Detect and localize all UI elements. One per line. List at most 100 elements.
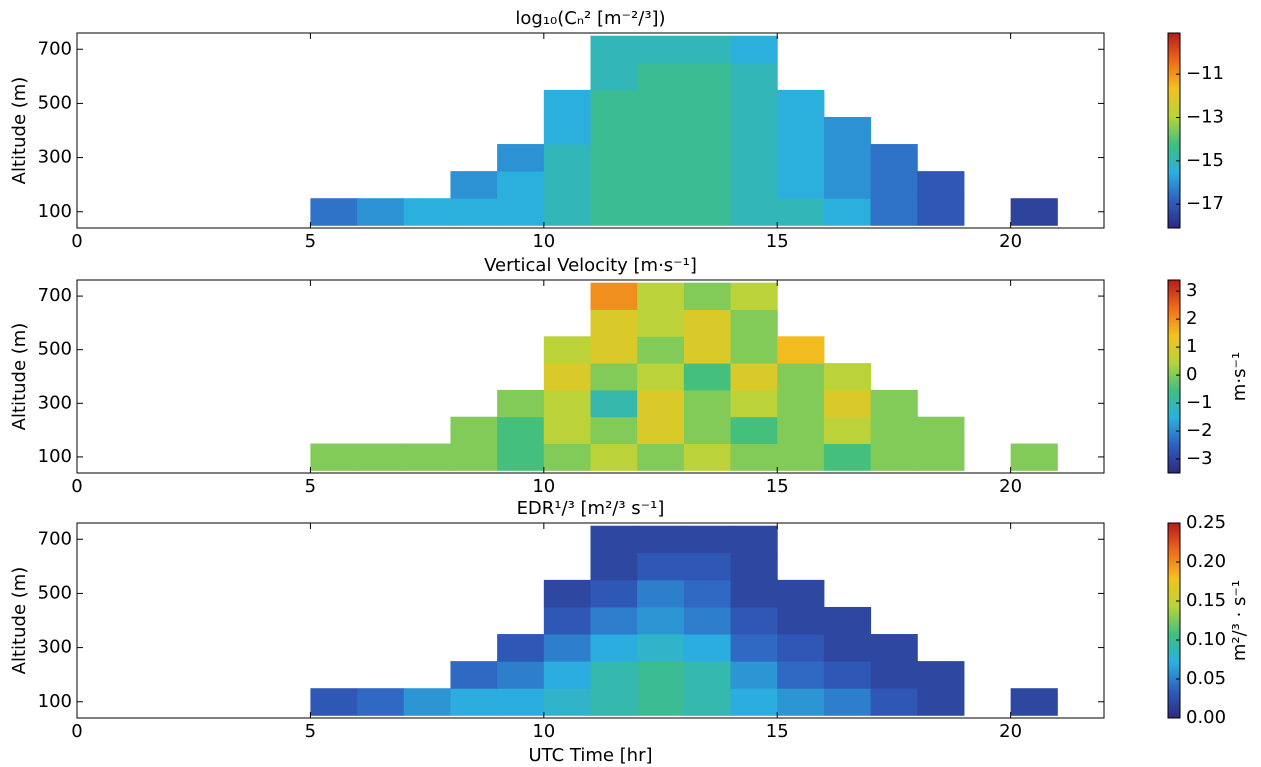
- heat-cell: [730, 416, 778, 445]
- chart-title: Vertical Velocity [m·s⁻¹]: [484, 255, 697, 276]
- colorbar-tick-label: −15: [1186, 150, 1224, 171]
- x-tick-label: 0: [71, 476, 82, 497]
- chart-title: log₁₀(Cₙ² [m⁻²/³]): [515, 8, 665, 29]
- heat-cell: [730, 579, 778, 608]
- heat-cell: [450, 661, 498, 689]
- heat-cell: [730, 309, 778, 337]
- heat-cell: [730, 363, 778, 391]
- heat-cell: [590, 661, 638, 689]
- heat-cell: [683, 443, 732, 471]
- axes-frame: [76, 32, 1105, 229]
- heat-cell: [917, 198, 965, 226]
- heat-cell: [497, 198, 545, 226]
- colorbar: [1167, 32, 1181, 229]
- heat-cell: [777, 606, 825, 635]
- plot-area: [310, 35, 1058, 226]
- heat-cell: [777, 661, 825, 689]
- heat-cell: [823, 634, 872, 662]
- heat-cell: [777, 688, 825, 716]
- heat-cell: [590, 634, 638, 662]
- colorbar-tick-label: 0.20: [1186, 551, 1226, 572]
- heat-cell: [917, 171, 965, 199]
- heat-cell: [637, 634, 685, 662]
- heat-cell: [683, 579, 732, 608]
- heat-cell: [917, 416, 965, 445]
- heat-cell: [543, 606, 591, 635]
- heat-cell: [357, 688, 405, 716]
- heat-cell: [823, 116, 872, 145]
- heat-cell: [403, 198, 451, 226]
- heat-cell: [497, 443, 545, 471]
- heat-cell: [917, 661, 965, 689]
- heat-cell: [777, 336, 825, 364]
- heat-cell: [590, 416, 638, 445]
- heat-cell: [590, 116, 638, 145]
- heat-cell: [1010, 688, 1058, 716]
- x-tick-label: 5: [305, 721, 316, 742]
- heat-cell: [870, 688, 918, 716]
- heat-cell: [683, 35, 732, 64]
- heat-cell: [357, 443, 405, 471]
- heat-cell: [1010, 198, 1058, 226]
- heat-cell: [730, 89, 778, 118]
- y-tick-label: 700: [38, 38, 72, 59]
- axes-frame: [76, 279, 1105, 474]
- plot-area: [310, 525, 1058, 716]
- heat-cell: [823, 389, 872, 418]
- heat-cell: [823, 198, 872, 226]
- x-tick-label: 20: [999, 231, 1022, 252]
- heat-cell: [823, 363, 872, 391]
- heat-cell: [357, 198, 405, 226]
- heat-cell: [730, 35, 778, 64]
- colorbar-tick-label: −1: [1186, 392, 1213, 413]
- x-tick-label: 10: [532, 721, 555, 742]
- heat-cell: [683, 552, 732, 581]
- heat-cell: [730, 606, 778, 635]
- y-tick-label: 100: [38, 691, 72, 712]
- plot-area: [310, 282, 1058, 471]
- heat-cell: [497, 389, 545, 418]
- heat-cell: [497, 634, 545, 662]
- heat-cell: [823, 688, 872, 716]
- heat-cell: [870, 198, 918, 226]
- colorbar-tick-label: 0.25: [1186, 512, 1226, 533]
- heat-cell: [310, 688, 358, 716]
- heat-cell: [590, 688, 638, 716]
- heat-cell: [637, 688, 685, 716]
- colorbar-tick-label: −3: [1186, 448, 1213, 469]
- colorbar-tick-label: −11: [1186, 63, 1224, 84]
- colorbar-tick-label: 1: [1186, 336, 1197, 357]
- heat-cell: [590, 144, 638, 172]
- heat-cell: [870, 416, 918, 445]
- heat-cell: [590, 282, 638, 310]
- heat-cell: [823, 171, 872, 199]
- heat-cell: [730, 198, 778, 226]
- heat-cell: [637, 171, 685, 199]
- y-axis-label: Altitude (m): [9, 567, 30, 675]
- heat-cell: [730, 688, 778, 716]
- heat-cell: [543, 661, 591, 689]
- heat-cell: [777, 389, 825, 418]
- heat-cell: [637, 198, 685, 226]
- x-tick-label: 5: [305, 476, 316, 497]
- heat-cell: [683, 661, 732, 689]
- heat-cell: [730, 171, 778, 199]
- heat-cell: [637, 62, 685, 91]
- heat-cell: [683, 198, 732, 226]
- heat-cell: [683, 606, 732, 635]
- y-tick-label: 500: [38, 92, 72, 113]
- heat-cell: [590, 443, 638, 471]
- heat-cell: [683, 416, 732, 445]
- y-tick-label: 100: [38, 446, 72, 467]
- x-tick-label: 0: [71, 231, 82, 252]
- heat-cell: [777, 198, 825, 226]
- y-axis-label: Altitude (m): [9, 323, 30, 431]
- heat-cell: [637, 116, 685, 145]
- heat-cell: [497, 688, 545, 716]
- x-tick-label: 0: [71, 721, 82, 742]
- heat-cell: [730, 525, 778, 554]
- heat-cell: [450, 171, 498, 199]
- heat-cell: [590, 389, 638, 418]
- heat-cell: [637, 416, 685, 445]
